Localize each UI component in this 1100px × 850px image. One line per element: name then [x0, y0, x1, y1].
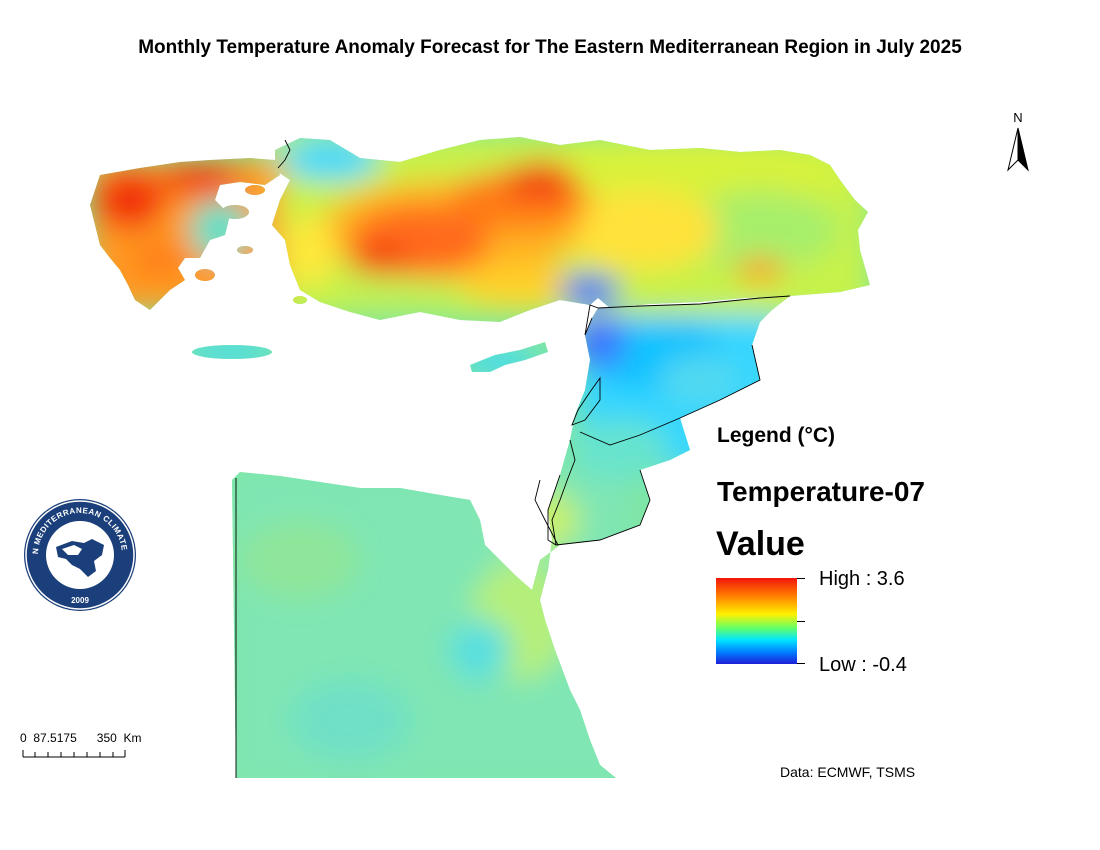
scale-label-3: Km — [123, 731, 142, 745]
map-title: Monthly Temperature Anomaly Forecast for… — [138, 37, 962, 58]
scale-label-1: 87.5175 — [33, 731, 77, 745]
data-source: Data: ECMWF, TSMS — [780, 764, 916, 780]
scale-label-0: 0 — [20, 731, 27, 745]
legend-high-label: High : 3.6 — [819, 568, 905, 590]
legend-heading: Legend (°C) — [717, 424, 836, 447]
north-arrow-icon — [1007, 127, 1029, 172]
north-label: N — [1013, 110, 1023, 125]
north-arrow: N — [1002, 110, 1034, 176]
legend-field-name: Value — [716, 525, 805, 563]
emcc-logo: EASTERN MEDITERRANEAN CLIMATE CENTRE 200… — [22, 497, 136, 611]
logo-year: 2009 — [71, 596, 89, 605]
scale-label-2: 350 — [96, 731, 117, 745]
scale-bar-labels: 0 87.5175 350 Km — [20, 731, 141, 745]
ramp-tick-high — [797, 578, 805, 579]
legend-low-label: Low : -0.4 — [819, 654, 907, 676]
legend-layer-name: Temperature-07 — [717, 476, 926, 507]
legend-color-ramp — [716, 578, 805, 664]
scale-bar — [22, 750, 126, 758]
ramp-tick-low — [797, 663, 805, 664]
ramp-tick-mid — [797, 621, 805, 622]
